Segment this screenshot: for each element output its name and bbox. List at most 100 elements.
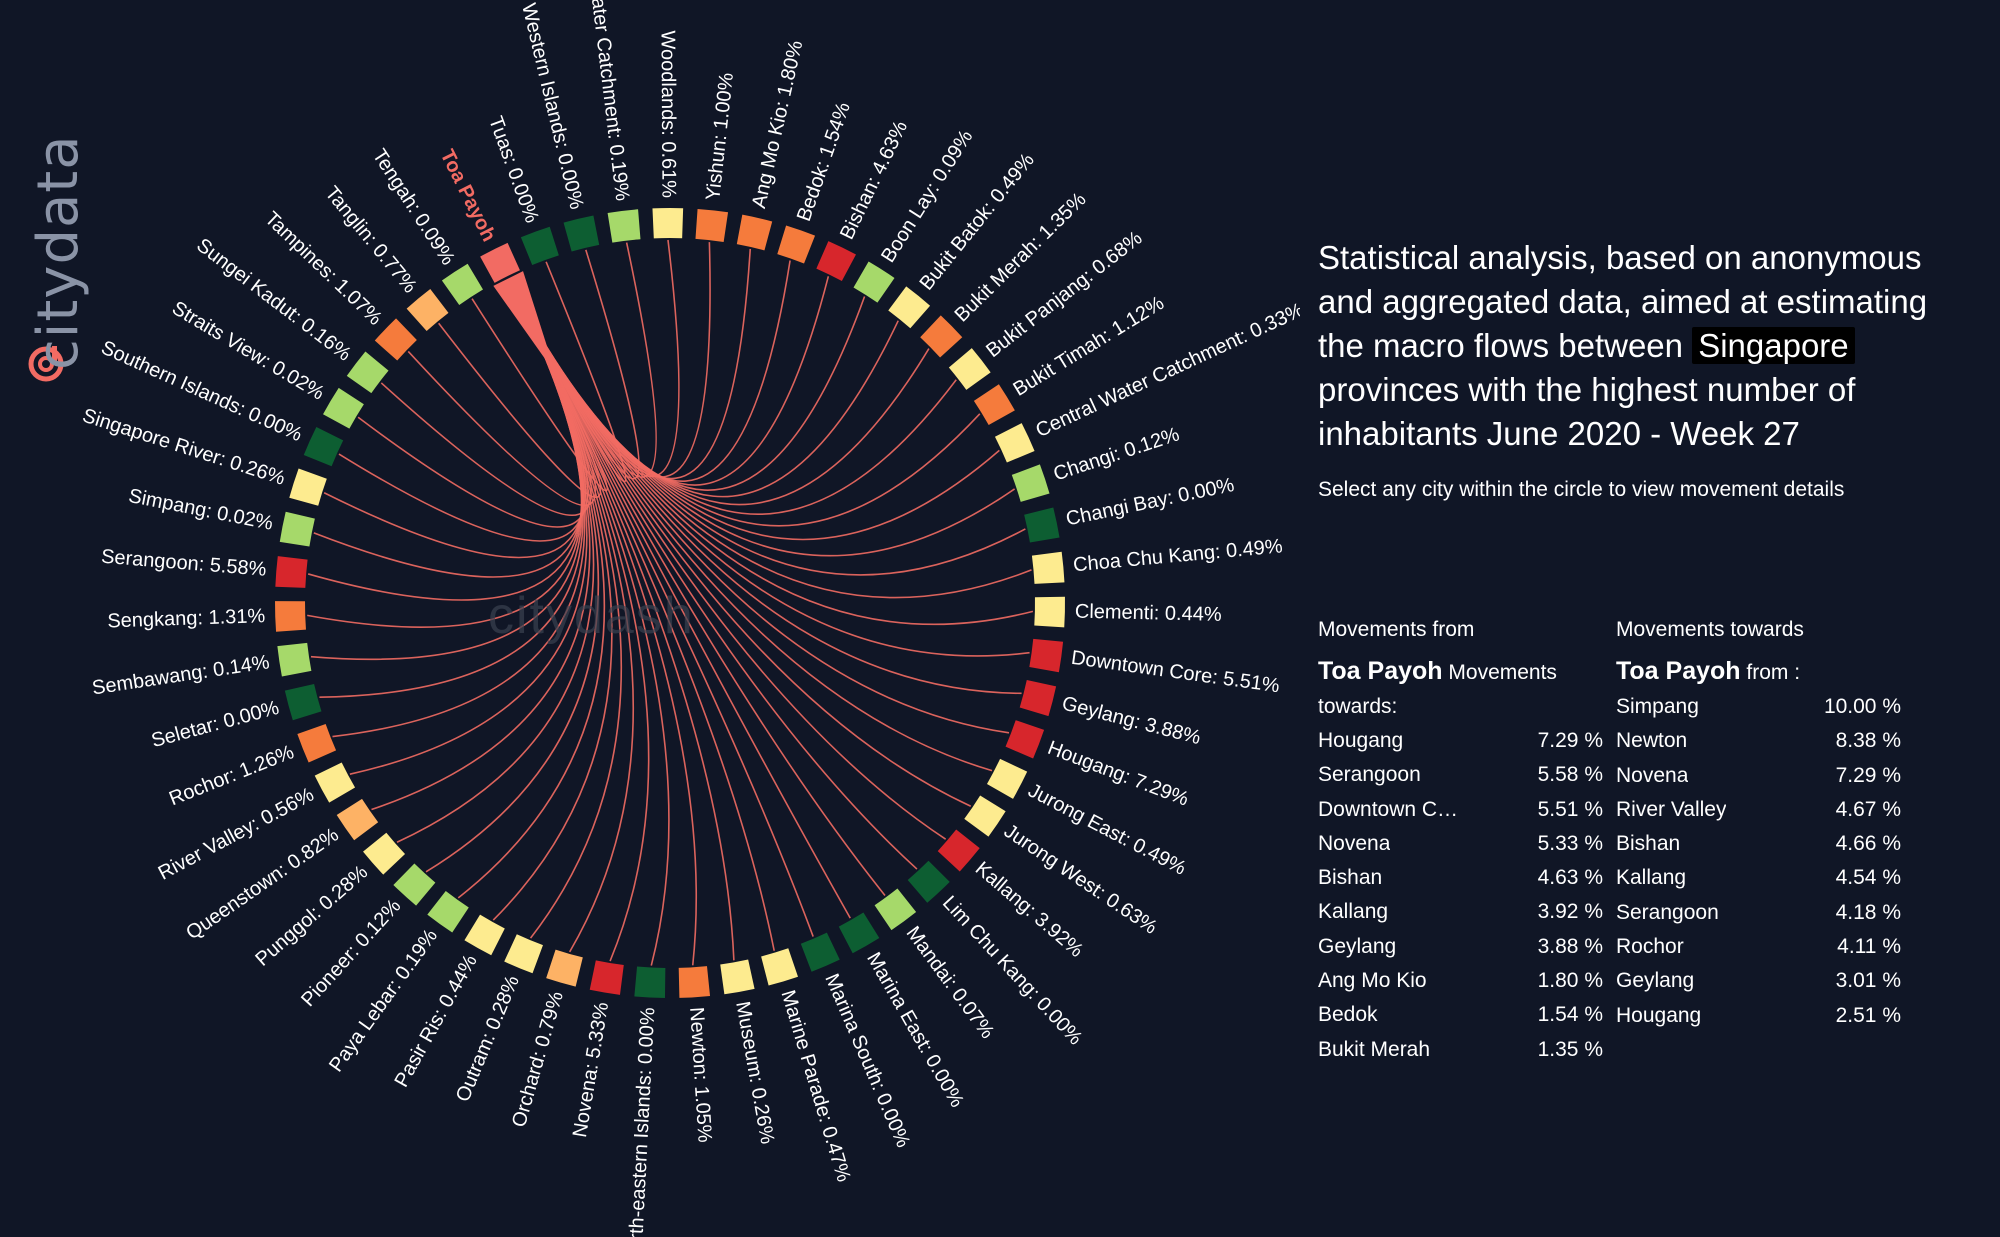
label-sengkang[interactable]: Sengkang: 1.31% bbox=[107, 605, 266, 632]
movements-to-row: River Valley 4.67 % bbox=[1616, 793, 1901, 827]
arc-sembawang[interactable] bbox=[277, 642, 312, 677]
movements-from-row: Bedok 1.54 % bbox=[1318, 998, 1603, 1032]
arc-western-islands[interactable] bbox=[563, 215, 600, 252]
arc-bukit-timah[interactable] bbox=[973, 384, 1015, 426]
label-toa-payoh[interactable]: Toa Payoh bbox=[436, 146, 500, 245]
label-woodlands[interactable]: Woodlands: 0.61% bbox=[657, 30, 680, 198]
arc-hougang[interactable] bbox=[1005, 720, 1045, 759]
arc-orchard[interactable] bbox=[546, 949, 583, 987]
arc-tampines[interactable] bbox=[374, 318, 417, 361]
arc-choa-chu-kang[interactable] bbox=[1031, 551, 1065, 584]
arc-toa-payoh[interactable] bbox=[480, 242, 520, 283]
label-changi-bay[interactable]: Changi Bay: 0.00% bbox=[1064, 474, 1236, 531]
arc-geylang[interactable] bbox=[1019, 680, 1057, 717]
movements-to-heading: Movements towards bbox=[1616, 618, 1804, 641]
arc-yishun[interactable] bbox=[695, 208, 729, 242]
selected-ribbon bbox=[493, 271, 556, 375]
arc-paya-lebar[interactable] bbox=[427, 890, 469, 933]
movements-from-row-name: Bedok bbox=[1318, 1003, 1378, 1027]
arc-straits-view[interactable] bbox=[323, 387, 364, 429]
label-ang-mo-kio[interactable]: Ang Mo Kio: 1.80% bbox=[748, 38, 807, 210]
label-simpang[interactable]: Simpang: 0.02% bbox=[127, 485, 275, 535]
arc-sungei-kadut[interactable] bbox=[346, 351, 389, 394]
arc-pasir-ris[interactable] bbox=[464, 914, 505, 956]
arc-boon-lay[interactable] bbox=[853, 261, 895, 303]
arc-bukit-batok[interactable] bbox=[888, 286, 931, 329]
arc-novena[interactable] bbox=[589, 960, 624, 995]
label-western-water-catchment[interactable]: Western Water Catchment: 0.19% bbox=[575, 0, 633, 202]
arc-rochor[interactable] bbox=[297, 724, 337, 763]
movements-from-row-name: Novena bbox=[1318, 831, 1391, 855]
label-serangoon[interactable]: Serangoon: 5.58% bbox=[100, 546, 267, 581]
label-bukit-merah[interactable]: Bukit Merah: 1.35% bbox=[951, 188, 1091, 326]
label-bedok[interactable]: Bedok: 1.54% bbox=[793, 99, 855, 224]
arc-western-water-catchment[interactable] bbox=[607, 209, 641, 243]
arc-changi[interactable] bbox=[1011, 464, 1050, 502]
arc-tengah[interactable] bbox=[441, 263, 483, 306]
label-sembawang[interactable]: Sembawang: 0.14% bbox=[91, 651, 272, 699]
arc-queenstown[interactable] bbox=[336, 798, 379, 841]
arc-museum[interactable] bbox=[720, 959, 755, 995]
arc-pioneer[interactable] bbox=[393, 863, 436, 906]
arc-simpang[interactable] bbox=[279, 511, 315, 547]
arc-lim-chu-kang[interactable] bbox=[907, 860, 950, 903]
chord-chart[interactable]: Ang Mo Kio: 1.80%Bedok: 1.54%Bishan: 4.6… bbox=[0, 0, 1300, 1237]
arc-serangoon[interactable] bbox=[275, 556, 308, 588]
label-geylang[interactable]: Geylang: 3.88% bbox=[1060, 692, 1204, 749]
label-choa-chu-kang[interactable]: Choa Chu Kang: 0.49% bbox=[1072, 535, 1283, 576]
label-museum[interactable]: Museum: 0.26% bbox=[731, 1000, 778, 1146]
label-lim-chu-kang[interactable]: Lim Chu Kang: 0.00% bbox=[938, 892, 1087, 1050]
movements-to-row-name: Kallang bbox=[1616, 866, 1687, 890]
arc-mandai[interactable] bbox=[874, 888, 917, 931]
movements-to-column: Movements towards Toa Payoh from : Simpa… bbox=[1616, 618, 1901, 1033]
arc-jurong-west[interactable] bbox=[964, 795, 1006, 837]
movements-to-row: Hougang 2.51 % bbox=[1616, 999, 1901, 1033]
arc-punggol[interactable] bbox=[363, 832, 406, 875]
arc-bukit-merah[interactable] bbox=[920, 315, 963, 358]
arc-marina-east[interactable] bbox=[838, 912, 880, 954]
label-north-eastern-islands[interactable]: North-eastern Islands: 0.00% bbox=[624, 1007, 659, 1237]
label-newton[interactable]: Newton: 1.05% bbox=[685, 1006, 715, 1143]
label-orchard[interactable]: Orchard: 0.79% bbox=[508, 989, 568, 1130]
label-downtown-core[interactable]: Downtown Core: 5.51% bbox=[1070, 647, 1281, 698]
flow-line bbox=[380, 281, 592, 517]
arc-changi-bay[interactable] bbox=[1024, 507, 1060, 543]
label-tuas[interactable]: Tuas: 0.00% bbox=[484, 113, 543, 226]
movements-from-row: Downtown C… 5.51 % bbox=[1318, 793, 1603, 827]
label-bukit-panjang[interactable]: Bukit Panjang: 0.68% bbox=[982, 227, 1146, 362]
label-central-water-catchment[interactable]: Central Water Catchment: 0.33% bbox=[1033, 299, 1300, 442]
arc-jurong-east[interactable] bbox=[986, 758, 1028, 799]
arc-ang-mo-kio[interactable] bbox=[736, 214, 773, 251]
label-changi[interactable]: Changi: 0.12% bbox=[1051, 423, 1183, 485]
arc-outram[interactable] bbox=[504, 934, 543, 974]
headline-text-start: Statistical analysis, based on anonymous… bbox=[1318, 239, 1928, 364]
arc-downtown-core[interactable] bbox=[1029, 638, 1064, 673]
arc-singapore-river[interactable] bbox=[289, 468, 327, 506]
arc-tanglin[interactable] bbox=[406, 289, 449, 331]
arc-tuas[interactable] bbox=[520, 226, 559, 266]
arc-newton[interactable] bbox=[678, 966, 711, 998]
label-seletar[interactable]: Seletar: 0.00% bbox=[149, 697, 282, 752]
arc-north-eastern-islands[interactable] bbox=[634, 966, 666, 998]
arc-southern-islands[interactable] bbox=[303, 427, 344, 467]
arc-bishan[interactable] bbox=[816, 241, 856, 281]
arc-seletar[interactable] bbox=[284, 683, 322, 721]
arc-kallang[interactable] bbox=[937, 829, 980, 872]
arc-marine-parade[interactable] bbox=[761, 948, 798, 986]
flow-line bbox=[313, 281, 584, 578]
label-clementi[interactable]: Clementi: 0.44% bbox=[1075, 601, 1222, 626]
arc-marina-south[interactable] bbox=[800, 932, 840, 972]
arc-central-water-catchment[interactable] bbox=[994, 423, 1035, 463]
arc-bukit-panjang[interactable] bbox=[948, 348, 991, 390]
arc-clementi[interactable] bbox=[1034, 596, 1065, 628]
arc-woodlands[interactable] bbox=[652, 208, 684, 239]
arc-sengkang[interactable] bbox=[275, 601, 306, 632]
movements-from-row-value: 3.92 % bbox=[1537, 900, 1603, 924]
movements-from-row: Bukit Merah 1.35 % bbox=[1318, 1033, 1603, 1067]
citydata-logo-icon bbox=[28, 346, 64, 382]
arc-river-valley[interactable] bbox=[314, 762, 356, 803]
label-yishun[interactable]: Yishun: 1.00% bbox=[702, 71, 738, 201]
label-novena[interactable]: Novena: 5.33% bbox=[569, 1000, 613, 1139]
arc-bedok[interactable] bbox=[777, 225, 816, 264]
label-sungei-kadut[interactable]: Sungei Kadut: 0.16% bbox=[192, 234, 355, 366]
